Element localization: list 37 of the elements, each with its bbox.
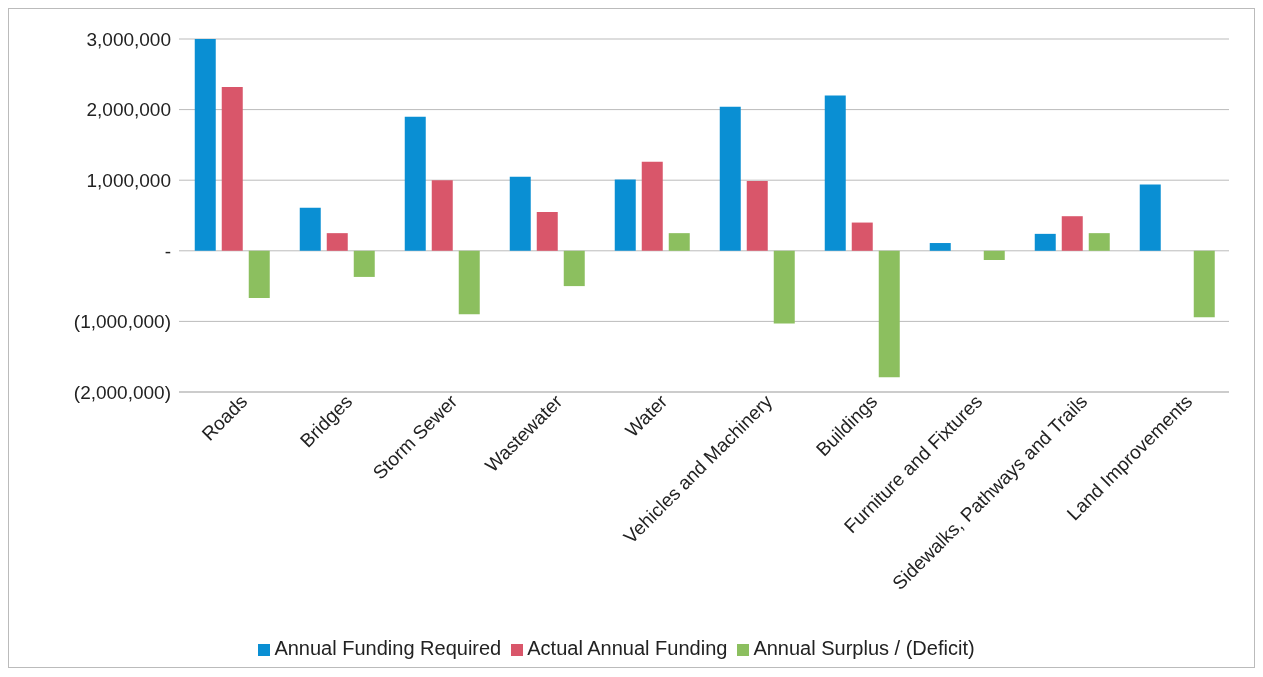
bar bbox=[299, 207, 321, 251]
bar bbox=[248, 250, 270, 299]
bar bbox=[1139, 184, 1161, 251]
bar bbox=[509, 176, 531, 251]
bar bbox=[614, 179, 636, 251]
bar bbox=[1193, 250, 1215, 318]
bar bbox=[773, 250, 795, 324]
bar bbox=[851, 222, 873, 251]
y-tick-label: 1,000,000 bbox=[86, 169, 171, 191]
bar bbox=[641, 161, 663, 251]
bar bbox=[1034, 233, 1056, 251]
bar bbox=[404, 116, 426, 251]
bar bbox=[326, 233, 348, 251]
bar bbox=[353, 250, 375, 277]
y-tick-label: (1,000,000) bbox=[73, 311, 171, 333]
bar bbox=[431, 180, 453, 251]
y-tick-label: - bbox=[164, 240, 171, 262]
bar bbox=[458, 250, 480, 315]
y-tick-label: 3,000,000 bbox=[86, 28, 171, 50]
bar bbox=[221, 87, 243, 251]
y-tick-label: 2,000,000 bbox=[86, 99, 171, 121]
bar bbox=[563, 250, 585, 287]
bar bbox=[1061, 216, 1083, 251]
y-tick-label: (2,000,000) bbox=[73, 381, 171, 403]
bar bbox=[929, 243, 951, 251]
bar bbox=[983, 250, 1005, 260]
bar bbox=[668, 233, 690, 251]
bar bbox=[824, 95, 846, 251]
bar bbox=[878, 250, 900, 378]
bar bbox=[194, 39, 216, 251]
bar bbox=[536, 211, 558, 251]
legend-label: Actual Annual Funding bbox=[527, 637, 728, 659]
bar bbox=[746, 180, 768, 251]
legend-label: Annual Funding Required bbox=[274, 637, 502, 659]
bar bbox=[1088, 233, 1110, 251]
bar bbox=[719, 106, 741, 251]
legend-label: Annual Surplus / (Deficit) bbox=[753, 637, 975, 659]
